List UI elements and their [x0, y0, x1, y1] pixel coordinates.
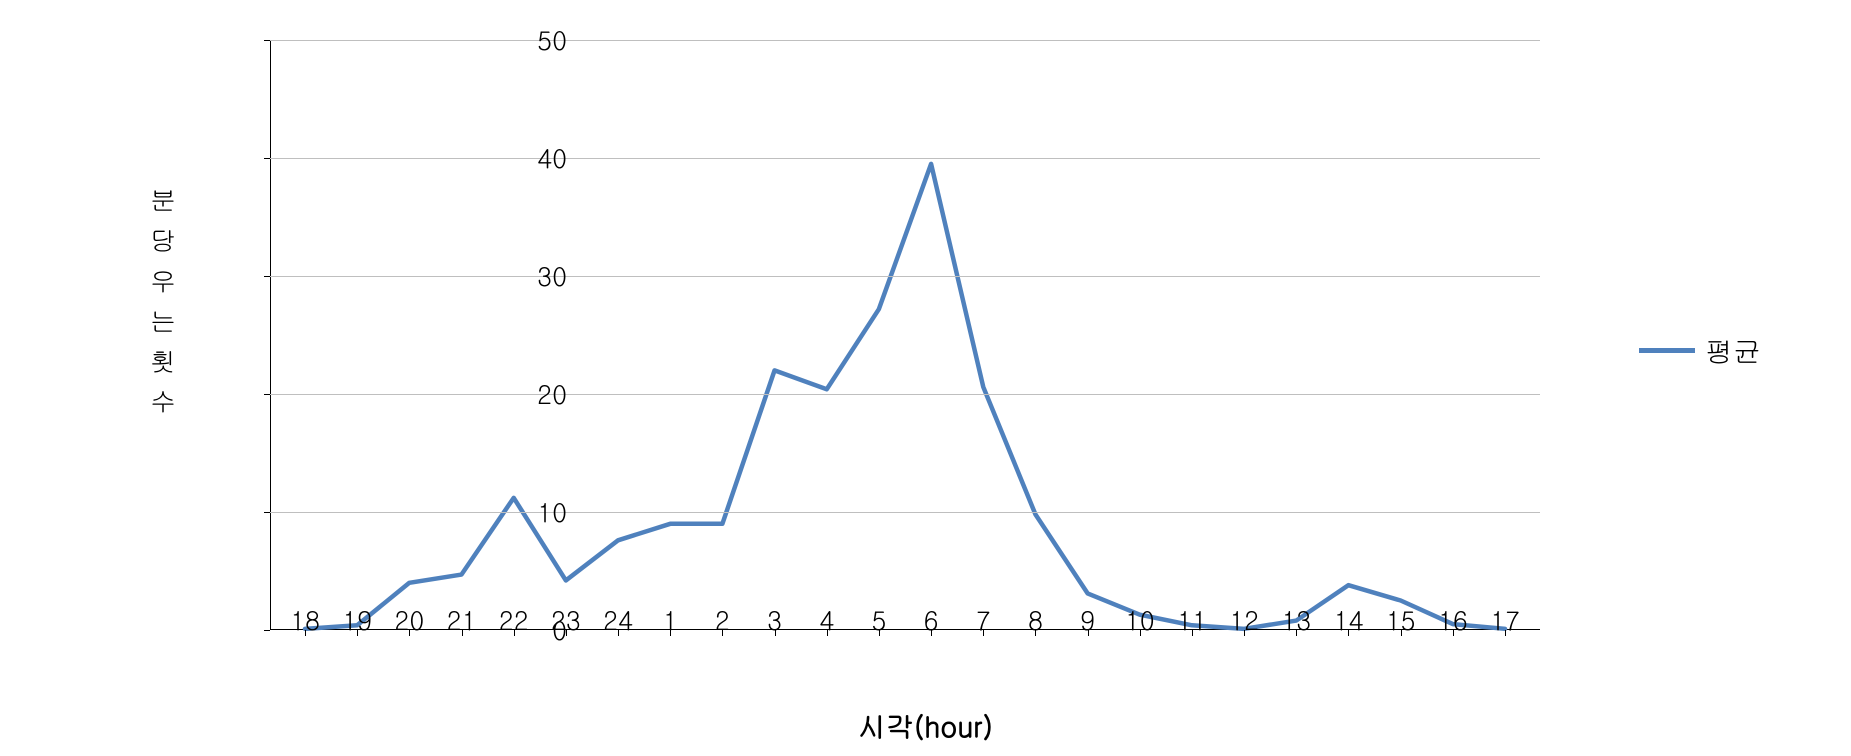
- ytick-label: 10: [507, 494, 567, 530]
- gridline: [270, 40, 1540, 41]
- plot-area: [270, 40, 1540, 630]
- gridline: [270, 512, 1540, 513]
- legend: 평균: [1639, 330, 1761, 370]
- gridline: [270, 394, 1540, 395]
- xtick-label: 20: [394, 602, 424, 638]
- ytick-mark: [264, 630, 270, 631]
- xtick-label: 9: [1080, 602, 1095, 638]
- ytick-label: 30: [507, 258, 567, 294]
- xtick-label: 6: [924, 602, 939, 638]
- y-axis-label: 분당우는횟수: [148, 180, 178, 422]
- chart-container: 분당우는횟수 시각(hour) 평균 010203040501819202122…: [0, 0, 1851, 756]
- xtick-label: 21: [447, 602, 477, 638]
- ytick-mark: [264, 512, 270, 513]
- xtick-label: 23: [551, 602, 581, 638]
- xtick-label: 5: [871, 602, 886, 638]
- xtick-label: 24: [603, 602, 633, 638]
- xtick-label: 17: [1490, 602, 1520, 638]
- xtick-label: 13: [1281, 602, 1311, 638]
- xtick-label: 8: [1028, 602, 1043, 638]
- ytick-mark: [264, 158, 270, 159]
- xtick-label: 1: [663, 602, 678, 638]
- xtick-label: 18: [290, 602, 320, 638]
- ytick-mark: [264, 394, 270, 395]
- legend-label: 평균: [1705, 330, 1761, 370]
- xtick-label: 7: [976, 602, 991, 638]
- xtick-label: 22: [499, 602, 529, 638]
- gridline: [270, 276, 1540, 277]
- xtick-label: 14: [1334, 602, 1364, 638]
- x-axis-label: 시각(hour): [0, 705, 1851, 745]
- ytick-mark: [264, 40, 270, 41]
- ytick-label: 40: [507, 140, 567, 176]
- xtick-label: 10: [1125, 602, 1155, 638]
- xtick-label: 12: [1229, 602, 1259, 638]
- xtick-label: 11: [1177, 602, 1207, 638]
- ytick-mark: [264, 276, 270, 277]
- ytick-label: 20: [507, 376, 567, 412]
- line-series: [270, 40, 1540, 630]
- xtick-label: 19: [342, 602, 372, 638]
- xtick-label: 2: [715, 602, 730, 638]
- xtick-label: 4: [819, 602, 834, 638]
- legend-swatch: [1639, 348, 1695, 353]
- xtick-label: 16: [1438, 602, 1468, 638]
- gridline: [270, 158, 1540, 159]
- ytick-label: 50: [507, 22, 567, 58]
- xtick-label: 3: [767, 602, 782, 638]
- xtick-label: 15: [1386, 602, 1416, 638]
